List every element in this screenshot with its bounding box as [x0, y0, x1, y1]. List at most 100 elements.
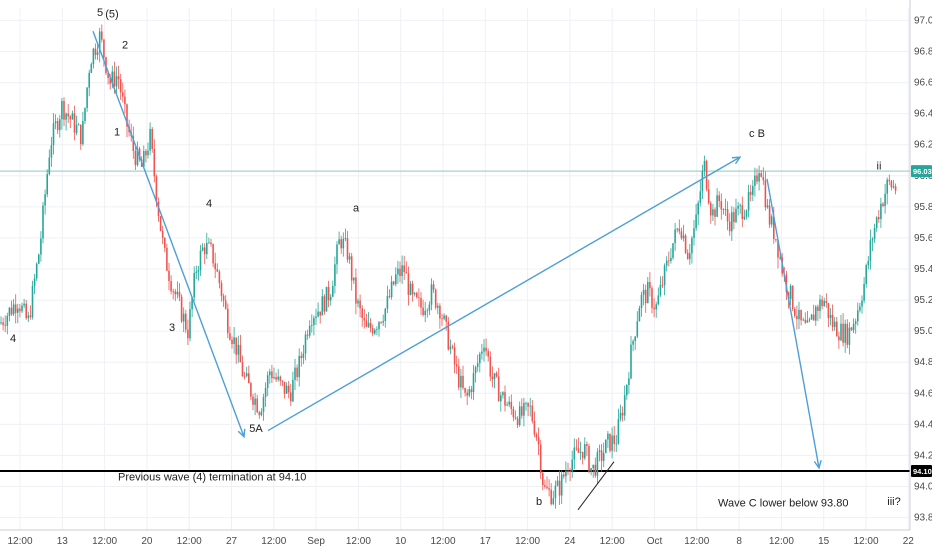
candle-body [575, 447, 578, 449]
candle-body [378, 322, 380, 330]
candle-body [327, 286, 330, 301]
candle-body [504, 392, 506, 406]
candle-body [720, 201, 723, 210]
candle-body [533, 421, 536, 435]
candle-body [739, 205, 741, 207]
y-tick-label: 93.80 [914, 513, 932, 524]
support-trendline [577, 461, 615, 511]
candle-body [4, 324, 6, 326]
candle-body [224, 300, 227, 309]
candle-body [571, 459, 573, 472]
candle-body [808, 319, 811, 321]
candle-body [185, 313, 187, 330]
candle-body [308, 325, 311, 336]
candle-body [613, 435, 615, 444]
candle-body [206, 242, 208, 255]
candle-body [73, 113, 76, 133]
candle-body [210, 242, 212, 245]
candle-body [779, 257, 781, 259]
x-tick-label: 15 [818, 536, 830, 547]
candle-body [298, 355, 300, 378]
candle-body [424, 310, 426, 315]
candle-body [791, 285, 794, 309]
candle-body [115, 76, 118, 87]
candle-body [523, 402, 525, 416]
candle-body [143, 151, 145, 167]
candle-body [609, 433, 611, 451]
candle-body [82, 121, 84, 145]
candle-body [27, 315, 30, 319]
arrowhead [813, 459, 822, 470]
candle-body [342, 238, 345, 249]
candle-body [281, 380, 284, 382]
candle-body [854, 321, 857, 324]
candle-body [466, 392, 468, 396]
candle-body [75, 125, 78, 133]
candle-body [651, 288, 653, 308]
candle-body [802, 319, 804, 321]
candle-body [439, 305, 441, 319]
candle-body [712, 209, 714, 216]
candle-body [833, 321, 836, 328]
candle-body [800, 309, 802, 321]
candle-body [836, 321, 838, 337]
candle-body [432, 284, 435, 290]
candle-body [777, 240, 779, 258]
candle-body [798, 309, 800, 320]
candle-body [815, 306, 817, 321]
candle-body [25, 303, 27, 319]
candle-body [600, 450, 603, 461]
candle-body [592, 464, 594, 469]
candle-body [250, 383, 252, 397]
candle-body [50, 145, 53, 158]
candle-body [588, 446, 590, 472]
candle-body [235, 337, 237, 355]
candle-body [390, 281, 393, 297]
y-tick-label: 94.40 [914, 419, 932, 430]
candle-body [197, 270, 200, 272]
candle-body [531, 405, 534, 422]
candle-body [529, 405, 531, 407]
candle-body [96, 52, 99, 55]
candle-body [164, 238, 166, 248]
x-tick-label: 12:00 [7, 536, 32, 547]
candle-body [10, 307, 13, 315]
candle-body [166, 247, 168, 271]
candle-body [537, 437, 540, 445]
candle-body [31, 285, 34, 317]
candle-body [443, 315, 445, 319]
candle-body [147, 150, 149, 156]
x-tick-label: 12:00 [684, 536, 709, 547]
candle-body [275, 377, 277, 380]
candle-body [346, 238, 349, 260]
candle-body [768, 205, 771, 225]
candle-body [292, 379, 294, 402]
candle-body [525, 402, 527, 404]
candle-body [726, 209, 729, 222]
candle-body [172, 291, 174, 293]
candle-body [208, 242, 210, 244]
candle-body [40, 238, 42, 255]
candle-body [869, 240, 872, 261]
x-tick-label: 12:00 [177, 536, 202, 547]
candle-body [875, 217, 878, 229]
x-tick-label: 10 [395, 536, 407, 547]
candle-body [453, 347, 456, 365]
candle-body [340, 239, 342, 249]
wave-label: 1 [114, 126, 120, 138]
candle-body [399, 268, 401, 277]
candle-body [214, 263, 216, 270]
candle-body [405, 272, 408, 274]
candle-body [865, 265, 867, 284]
candle-body [554, 485, 557, 499]
candle-body [434, 289, 437, 308]
candle-body [367, 322, 370, 327]
candle-body [819, 299, 821, 312]
candle-body [737, 205, 739, 209]
candle-body [29, 315, 32, 317]
candle-body [827, 303, 830, 319]
candle-body [35, 263, 38, 279]
candle-body [418, 297, 420, 299]
candle-body [695, 214, 697, 229]
